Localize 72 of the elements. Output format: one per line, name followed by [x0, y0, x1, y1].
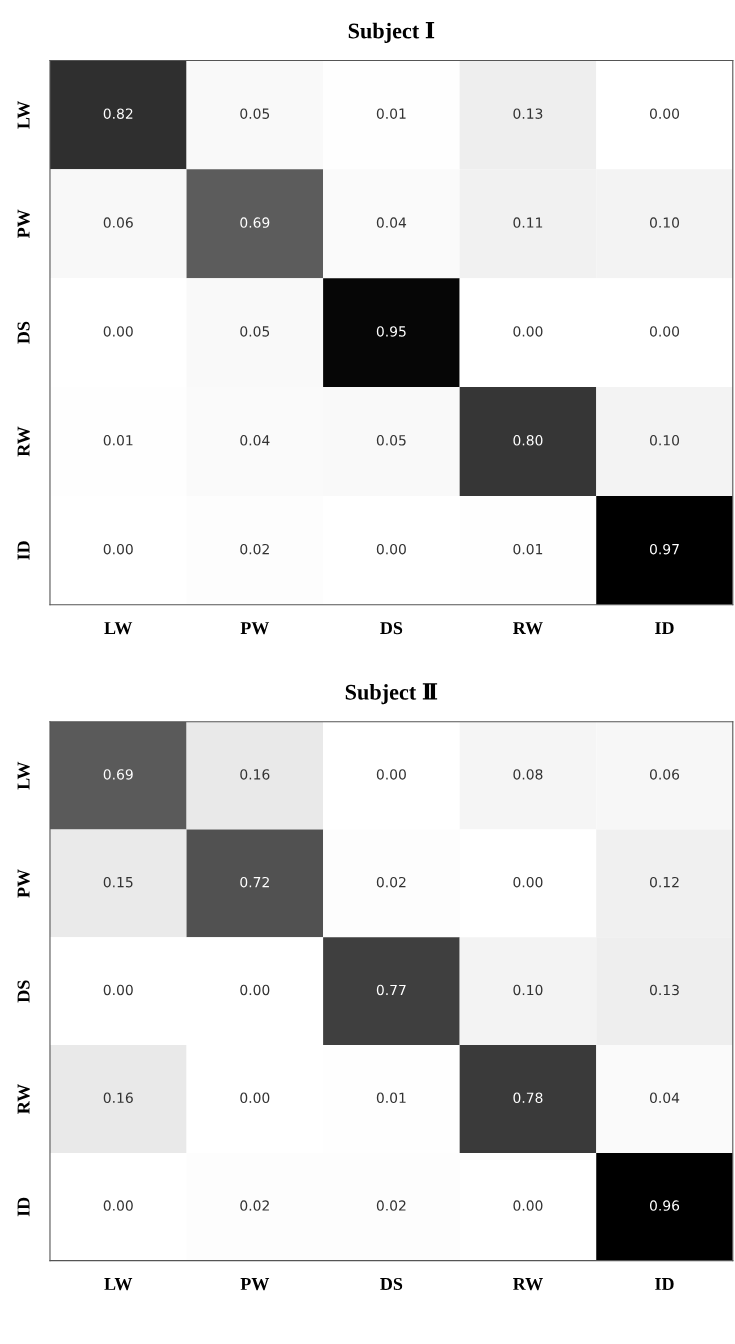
y-tick-label: RW — [17, 426, 30, 457]
x-tick-label: LW — [104, 622, 133, 635]
data-label: 0.10 — [649, 435, 680, 446]
data-label: 0.96 — [649, 1200, 680, 1211]
data-label: 0.00 — [103, 984, 133, 996]
data-label: 0.10 — [649, 217, 680, 228]
chart-title: Subject Ⅱ — [345, 683, 438, 705]
y-tick-label: LW — [17, 100, 30, 129]
data-label: 0.16 — [240, 769, 270, 780]
data-label: 0.02 — [240, 543, 269, 555]
data-label: 0.04 — [376, 217, 407, 228]
data-label: 0.13 — [649, 984, 679, 996]
data-label: 0.69 — [240, 217, 270, 228]
y-tick-label: ID — [17, 541, 30, 560]
data-label: 0.00 — [240, 1092, 270, 1104]
data-label: 0.97 — [649, 543, 679, 555]
y-tick-label: DS — [17, 321, 30, 344]
data-label: 0.16 — [103, 1092, 133, 1104]
chart-title: Subject Ⅰ — [348, 22, 435, 43]
data-label: 0.08 — [513, 769, 543, 780]
data-label: 0.95 — [376, 326, 406, 337]
y-tick-label: RW — [17, 1084, 30, 1114]
data-label: 0.02 — [376, 1200, 406, 1211]
data-label: 0.00 — [376, 543, 406, 555]
data-label: 0.04 — [649, 1092, 680, 1104]
data-label: 0.72 — [240, 876, 269, 888]
x-tick-label: LW — [104, 1278, 133, 1291]
x-tick-label: DS — [380, 1277, 403, 1291]
data-label: 0.10 — [513, 984, 543, 996]
data-label: 0.13 — [513, 108, 543, 119]
data-label: 0.12 — [649, 876, 679, 888]
data-label: 0.78 — [513, 1092, 543, 1104]
data-label: 0.00 — [513, 876, 543, 888]
data-label: 0.11 — [513, 217, 543, 228]
data-label: 0.00 — [649, 326, 680, 337]
x-tick-label: DS — [380, 622, 403, 635]
y-tick-label: ID — [17, 1197, 30, 1217]
x-tick-label: RW — [513, 622, 543, 635]
data-label: 0.01 — [513, 543, 543, 555]
data-label: 0.05 — [240, 326, 270, 337]
data-label: 0.77 — [376, 984, 406, 996]
data-label: 0.80 — [513, 435, 543, 446]
data-label: 0.69 — [103, 769, 133, 780]
data-label: 0.02 — [376, 876, 406, 888]
x-tick-label: ID — [655, 622, 674, 635]
x-tick-label: RW — [513, 1278, 543, 1291]
x-tick-label: ID — [655, 1278, 674, 1290]
data-label: 0.05 — [376, 435, 406, 446]
y-tick-label: LW — [17, 761, 30, 790]
data-label: 0.00 — [240, 984, 270, 996]
data-label: 0.02 — [240, 1200, 269, 1211]
data-label: 0.04 — [240, 435, 270, 446]
data-label: 0.82 — [103, 108, 133, 119]
x-tick-label: PW — [240, 622, 270, 635]
y-tick-label: PW — [17, 209, 30, 239]
data-label: 0.00 — [649, 108, 680, 119]
data-label: 0.05 — [240, 108, 270, 119]
data-label: 0.01 — [376, 108, 406, 119]
data-label: 0.00 — [103, 1200, 133, 1211]
y-tick-label: DS — [17, 980, 30, 1003]
data-label: 0.01 — [103, 435, 133, 446]
data-label: 0.01 — [376, 1092, 406, 1104]
data-label: 0.00 — [513, 326, 543, 337]
data-label: 0.00 — [103, 326, 133, 337]
data-label: 0.00 — [376, 769, 406, 780]
data-label: 0.00 — [513, 1200, 543, 1211]
data-label: 0.06 — [103, 217, 133, 228]
data-label: 0.00 — [103, 543, 133, 555]
data-label: 0.15 — [103, 876, 133, 888]
x-tick-label: PW — [240, 1278, 270, 1291]
data-label: 0.06 — [649, 769, 680, 780]
y-tick-label: PW — [17, 869, 30, 898]
